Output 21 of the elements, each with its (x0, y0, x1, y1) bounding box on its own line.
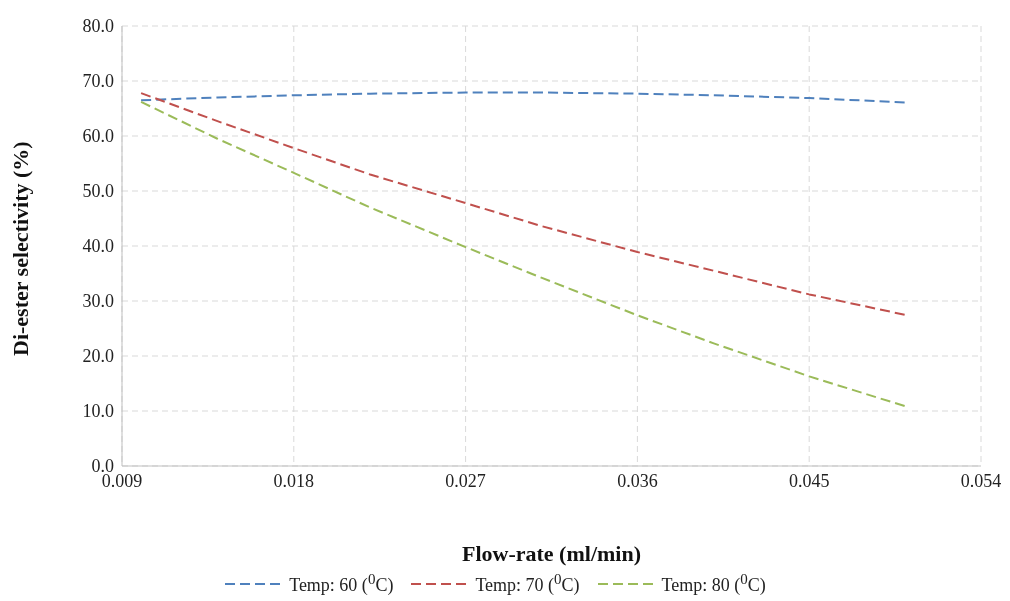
legend-label: Temp: 60 ($^{0}$C) (289, 571, 394, 596)
legend-label: Temp: 70 ($^{0}$C) (475, 571, 580, 596)
x-axis-title: Flow-rate (ml/min) (462, 541, 641, 566)
y-tick-label: 80.0 (82, 16, 114, 37)
legend-label: Temp: 80 ($^{0}$C) (661, 571, 766, 596)
y-tick-label: 60.0 (82, 126, 114, 147)
x-tick-label: 0.045 (788, 470, 830, 491)
x-tick-label: 0.054 (960, 470, 1002, 491)
y-tick-label: 30.0 (82, 291, 114, 312)
x-tick-label: 0.027 (445, 470, 486, 491)
y-tick-label: 70.0 (82, 71, 114, 92)
y-tick-label: 40.0 (82, 236, 114, 257)
x-tick-label: 0.036 (617, 470, 658, 491)
y-axis-title: Di-ester selectivity (%) (7, 141, 33, 356)
x-tick-label: 0.018 (273, 470, 315, 491)
line-series (140, 91, 906, 104)
line-series (140, 92, 906, 316)
y-tick-label: 50.0 (82, 181, 114, 202)
line-series (140, 100, 906, 408)
y-tick-label: 20.0 (82, 346, 114, 367)
y-tick-label: 10.0 (82, 401, 114, 422)
